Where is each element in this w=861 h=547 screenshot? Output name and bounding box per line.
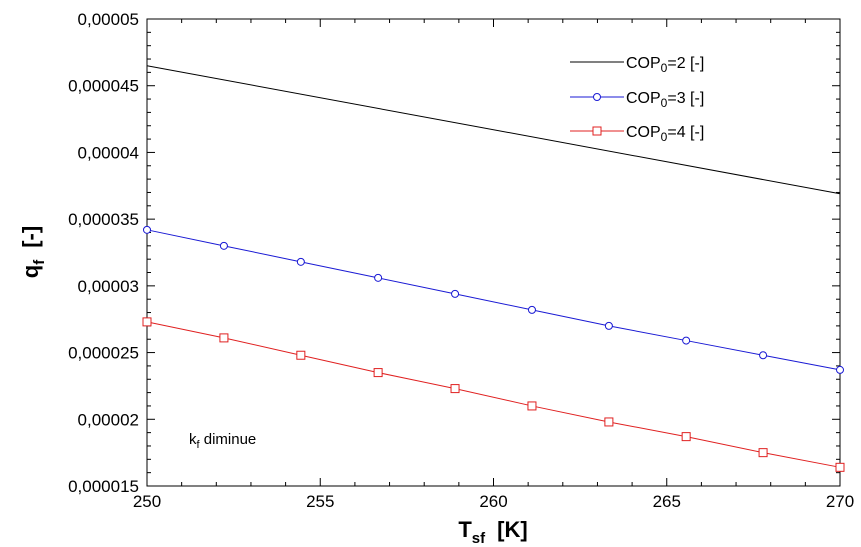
x-tick-label: 255: [306, 492, 334, 511]
data-point-cop3: [374, 273, 383, 282]
data-point-cop4: [142, 317, 152, 327]
y-axis-title: qf [-]: [18, 226, 48, 278]
x-axis-title-main: T: [458, 517, 472, 542]
y-tick-label: 0,00002: [78, 410, 139, 429]
y-axis-title-unit: [-]: [18, 226, 43, 248]
y-axis-title-main: q: [18, 265, 43, 278]
x-tick-label: 260: [479, 492, 507, 511]
data-point-cop3: [759, 351, 768, 360]
plot-frame: [146, 18, 841, 487]
data-point-cop4: [758, 448, 768, 458]
data-point-cop4: [450, 384, 460, 394]
x-axis-ticks: 250 255 260 265 270: [133, 19, 854, 511]
y-axis-title-sub: f: [31, 259, 48, 265]
data-point-cop3: [296, 257, 305, 266]
legend-marker-cop4: [592, 126, 602, 136]
data-point-cop4: [219, 333, 229, 343]
x-tick-label: 270: [826, 492, 854, 511]
x-axis-title: Tsf [K]: [458, 517, 527, 547]
data-point-cop3: [604, 321, 613, 330]
legend: COP0=2 [-] COP0=3 [-] COP0=4 [-]: [570, 55, 704, 144]
data-point-cop3: [143, 225, 151, 234]
annotation-kf-diminue: kf diminue: [189, 431, 256, 451]
x-axis-title-sub: sf: [472, 530, 486, 547]
x-axis-title-unit: [K]: [497, 517, 528, 542]
data-point-cop4: [373, 368, 383, 378]
legend-entry-cop2: COP0=2 [-]: [570, 55, 704, 75]
series-line-cop2: [146, 65, 841, 195]
data-point-cop4: [527, 401, 537, 411]
data-point-cop3: [451, 289, 460, 298]
series-line-cop3: [146, 229, 841, 371]
series-layer: [142, 65, 845, 472]
y-tick-label: 0,00005: [78, 10, 139, 29]
legend-entry-cop4: COP0=4 [-]: [570, 124, 704, 144]
legend-label-cop2: COP0=2 [-]: [626, 55, 704, 75]
y-tick-label: 0,00004: [78, 143, 139, 162]
data-point-cop4: [604, 417, 614, 427]
data-point-cop4: [835, 462, 845, 472]
y-tick-label: 0,00003: [78, 277, 139, 296]
y-tick-label: 0,000045: [68, 77, 139, 96]
y-tick-label: 0,000035: [68, 210, 139, 229]
legend-entry-cop3: COP0=3 [-]: [570, 90, 704, 110]
x-tick-label: 250: [133, 492, 161, 511]
legend-marker-cop3: [593, 93, 601, 101]
data-point-cop4: [681, 432, 691, 442]
data-point-cop3: [836, 365, 844, 374]
legend-label-cop3: COP0=3 [-]: [626, 90, 704, 110]
series-line-cop4: [146, 321, 841, 468]
data-point-cop4: [296, 350, 306, 360]
y-axis-ticks: 0,000015 0,00002 0,000025 0,00003 0,000035 0,…: [68, 10, 840, 496]
data-point-cop3: [682, 336, 691, 345]
legend-label-cop4: COP0=4 [-]: [626, 124, 704, 144]
x-tick-label: 265: [653, 492, 681, 511]
y-tick-label: 0,000025: [68, 344, 139, 363]
y-tick-label: 0,000015: [68, 477, 139, 496]
data-point-cop3: [527, 305, 536, 314]
data-point-cop3: [219, 241, 228, 250]
